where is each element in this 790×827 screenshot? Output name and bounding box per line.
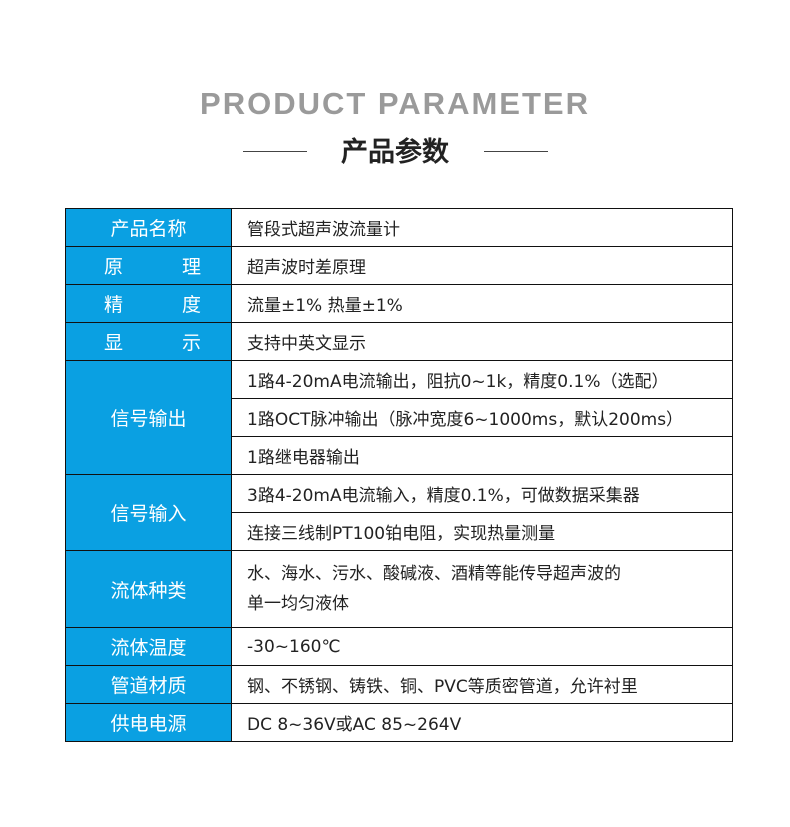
row-label: 精度 — [65, 284, 232, 323]
label-char: 原 — [104, 256, 124, 278]
table-row: 连接三线制PT100铂电阻，实现热量测量 — [66, 512, 733, 551]
row-label: 供电电源 — [65, 703, 232, 742]
row-label: 流体种类 — [65, 550, 232, 628]
table-row: 流体温度 -30~160℃ — [65, 627, 733, 666]
label-char: 精 — [104, 294, 124, 316]
row-value: 超声波时差原理 — [231, 246, 733, 285]
row-label: 原理 — [65, 246, 232, 285]
table-row: 精度流量±1% 热量±1% — [65, 284, 733, 323]
table-row: 1路继电器输出 — [66, 436, 733, 475]
row-label: 产品名称 — [65, 208, 232, 247]
table-row: 原理超声波时差原理 — [65, 246, 733, 285]
divider-right — [484, 151, 548, 152]
row-value: 1路继电器输出 — [231, 436, 733, 475]
row-value: 水、海水、污水、酸碱液、酒精等能传导超声波的 单一均匀液体 — [231, 550, 733, 628]
row-value: 钢、不锈钢、铸铁、铜、PVC等质密管道，允许衬里 — [231, 665, 733, 704]
value-line: 单一均匀液体 — [247, 594, 349, 614]
row-value: 支持中英文显示 — [231, 322, 733, 361]
table-row: 管道材质 钢、不锈钢、铸铁、铜、PVC等质密管道，允许衬里 — [65, 665, 733, 704]
label-char: 示 — [181, 332, 201, 354]
row-value: 管段式超声波流量计 — [231, 208, 733, 247]
parameter-table: 产品名称 管段式超声波流量计 原理超声波时差原理 精度流量±1% 热量±1% 显示… — [65, 208, 733, 742]
row-value: -30~160℃ — [231, 627, 733, 666]
row-label: 显示 — [65, 322, 232, 361]
row-value: 流量±1% 热量±1% — [231, 284, 733, 323]
row-label: 流体温度 — [65, 627, 232, 666]
table-row: 信号输入 3路4-20mA电流输入，精度0.1%，可做数据采集器 — [65, 474, 733, 551]
row-value: 连接三线制PT100铂电阻，实现热量测量 — [231, 512, 733, 551]
divider-left — [243, 151, 307, 152]
table-row: 显示支持中英文显示 — [65, 322, 733, 361]
row-value: DC 8~36V或AC 85~264V — [231, 703, 733, 742]
table-row: 流体种类 水、海水、污水、酸碱液、酒精等能传导超声波的 单一均匀液体 — [65, 550, 733, 628]
table-row: 产品名称 管段式超声波流量计 — [65, 208, 733, 247]
value-line: 水、海水、污水、酸碱液、酒精等能传导超声波的 — [247, 564, 621, 584]
table-row: 供电电源 DC 8~36V或AC 85~264V — [65, 703, 733, 742]
row-label: 信号输出 — [65, 360, 232, 475]
title-chinese: 产品参数 — [341, 137, 449, 168]
title-english: PRODUCT PARAMETER — [200, 86, 590, 121]
label-char: 显 — [104, 332, 124, 354]
row-value: 1路4-20mA电流输出，阻抗0~1k，精度0.1%（选配） — [231, 360, 733, 399]
table-row: 信号输出 1路4-20mA电流输出，阻抗0~1k，精度0.1%（选配） — [65, 360, 733, 475]
label-char: 度 — [181, 294, 201, 316]
row-value: 1路OCT脉冲输出（脉冲宽度6~1000ms，默认200ms） — [231, 398, 733, 437]
table-row: 1路OCT脉冲输出（脉冲宽度6~1000ms，默认200ms） — [66, 398, 733, 437]
row-label: 管道材质 — [65, 665, 232, 704]
row-label: 信号输入 — [65, 474, 232, 551]
label-char: 理 — [181, 256, 201, 278]
row-value: 3路4-20mA电流输入，精度0.1%，可做数据采集器 — [231, 474, 733, 513]
